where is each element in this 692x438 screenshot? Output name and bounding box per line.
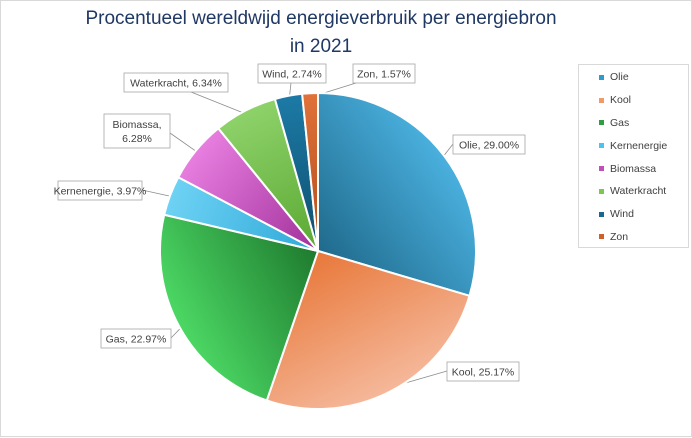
legend-label: Waterkracht	[610, 185, 667, 198]
data-label-text: Waterkracht, 6.34%	[130, 78, 222, 90]
legend-label: Kool	[610, 94, 632, 107]
data-label-zon: Zon, 1.57%	[352, 63, 416, 84]
data-label-text: Biomassa,	[112, 119, 161, 131]
data-label-text: Wind, 2.74%	[262, 69, 322, 81]
legend-item-olie: Olie	[579, 66, 688, 89]
pie-slice-kool	[265, 249, 471, 410]
legend-swatch	[599, 120, 604, 126]
legend: Olie Kool Gas Kernenergie Biomassa Water…	[578, 64, 689, 248]
legend-item-kool: Kool	[579, 89, 688, 112]
data-label-wind: Wind, 2.74%	[257, 63, 327, 84]
data-label-biomassa: Biomassa, 6.28%	[103, 113, 171, 149]
data-label-kernenergie: Kernenergie, 3.97%	[54, 180, 147, 201]
chart-title: Procentueel wereldwijd energieverbruik p…	[61, 5, 581, 61]
data-label-olie: Olie, 29.00%	[452, 134, 526, 155]
data-label-text: 6.28%	[122, 133, 152, 145]
legend-swatch	[599, 234, 604, 240]
pie-slice-zon	[301, 91, 319, 252]
legend-item-wind: Wind	[579, 203, 688, 226]
pie-slice-gas	[159, 213, 320, 402]
legend-swatch	[599, 143, 604, 149]
legend-swatch	[599, 74, 604, 80]
legend-item-kernenergie: Kernenergie	[579, 134, 688, 157]
legend-swatch	[599, 166, 604, 172]
leader-line	[169, 132, 200, 154]
legend-item-waterkracht: Waterkracht	[579, 180, 688, 203]
data-label-text: Gas, 22.97%	[106, 334, 167, 346]
legend-label: Gas	[610, 116, 630, 129]
legend-label: Olie	[610, 71, 629, 84]
data-label-waterkracht: Waterkracht, 6.34%	[123, 72, 229, 93]
legend-swatch	[599, 97, 604, 103]
data-label-text: Olie, 29.00%	[459, 140, 519, 152]
data-label-kool: Kool, 25.17%	[446, 361, 520, 382]
legend-label: Wind	[610, 208, 634, 221]
legend-swatch	[599, 211, 604, 217]
legend-label: Kernenergie	[610, 139, 668, 152]
data-label-text: Kool, 25.17%	[452, 367, 514, 379]
leader-line	[190, 91, 248, 115]
legend-swatch	[599, 188, 604, 194]
data-label-gas: Gas, 22.97%	[100, 328, 172, 349]
chart-title-line2: in 2021	[289, 36, 353, 57]
legend-item-biomassa: Biomassa	[579, 157, 688, 180]
pie-slice-olie	[317, 91, 477, 298]
legend-label: Zon	[610, 230, 629, 243]
data-label-text: Kernenergie, 3.97%	[54, 186, 147, 198]
data-label-text: Zon, 1.57%	[357, 69, 411, 81]
legend-item-gas: Gas	[579, 112, 688, 135]
chart-title-line1: Procentueel wereldwijd energieverbruik p…	[85, 8, 557, 29]
legend-item-zon: Zon	[579, 226, 688, 249]
leader-line	[141, 189, 174, 198]
legend-label: Biomassa	[610, 162, 657, 175]
